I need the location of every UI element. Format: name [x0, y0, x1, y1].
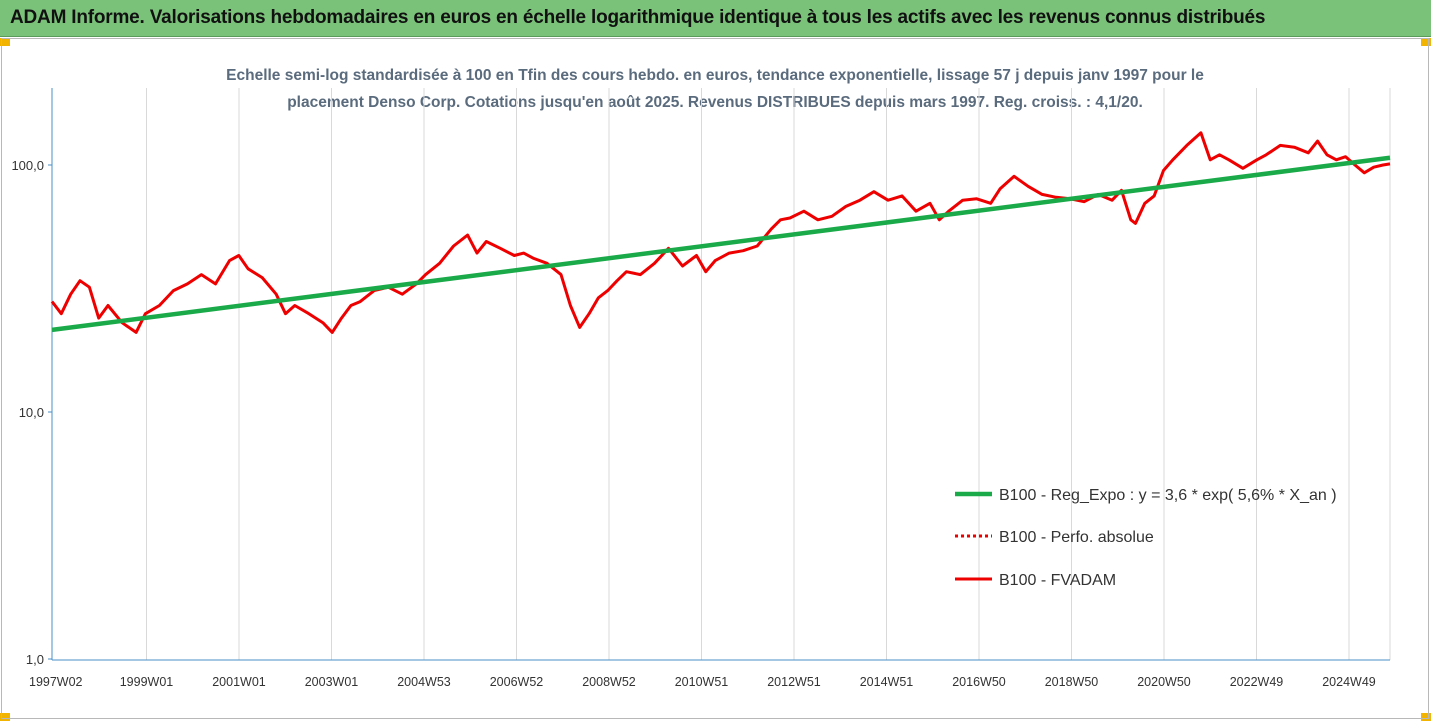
y-axis: 1,0 10,0 100,0	[11, 88, 53, 667]
corner-marker-bottom-left	[0, 713, 10, 721]
x-tick-label: 1997W02	[29, 675, 83, 689]
series-trend-line	[51, 155, 1391, 333]
x-tick-label: 2014W51	[860, 675, 914, 689]
corner-marker-right	[1421, 38, 1431, 46]
corner-marker-bottom-right	[1421, 713, 1431, 721]
report-banner: ADAM Informe. Valorisations hebdomadaire…	[0, 0, 1431, 37]
corner-marker-left	[0, 38, 10, 46]
legend: B100 - Reg_Expo : y = 3,6 * exp( 5,6% * …	[955, 487, 1337, 589]
x-tick-label: 2024W49	[1322, 675, 1376, 689]
legend-item-fvadam-label: B100 - FVADAM	[999, 572, 1116, 589]
x-tick-label: 2018W50	[1045, 675, 1099, 689]
x-axis: 1997W02 1999W01 2001W01 2003W01 2004W53 2006W…	[29, 659, 1390, 689]
y-tick-label: 100,0	[11, 158, 44, 173]
x-tick-label: 2022W49	[1230, 675, 1284, 689]
series-fvadam-line	[50, 131, 1391, 334]
x-tick-label: 1999W01	[120, 675, 174, 689]
x-tick-label: 2006W52	[490, 675, 544, 689]
banner-title: ADAM Informe. Valorisations hebdomadaire…	[10, 7, 1266, 28]
x-tick-label: 2001W01	[212, 675, 266, 689]
chart-frame	[1, 38, 1429, 719]
x-tick-label: 2016W50	[952, 675, 1006, 689]
y-tick-label: 10,0	[19, 405, 44, 420]
legend-item-perfo-label: B100 - Perfo. absolue	[999, 529, 1154, 546]
y-tick-label: 1,0	[26, 652, 44, 667]
x-tick-label: 2004W53	[397, 675, 451, 689]
chart-title-line1: Echelle semi-log standardisée à 100 en T…	[226, 67, 1204, 84]
vertical-gridlines	[146, 88, 1391, 660]
x-tick-label: 2003W01	[305, 675, 359, 689]
x-tick-label: 2010W51	[675, 675, 729, 689]
chart-title-line2: placement Denso Corp. Cotations jusqu'en…	[287, 94, 1143, 111]
x-tick-label: 2008W52	[582, 675, 636, 689]
x-tick-label: 2020W50	[1137, 675, 1191, 689]
x-tick-label: 2012W51	[767, 675, 821, 689]
legend-item-trend-label: B100 - Reg_Expo : y = 3,6 * exp( 5,6% * …	[999, 487, 1337, 504]
series-lines	[50, 131, 1391, 334]
